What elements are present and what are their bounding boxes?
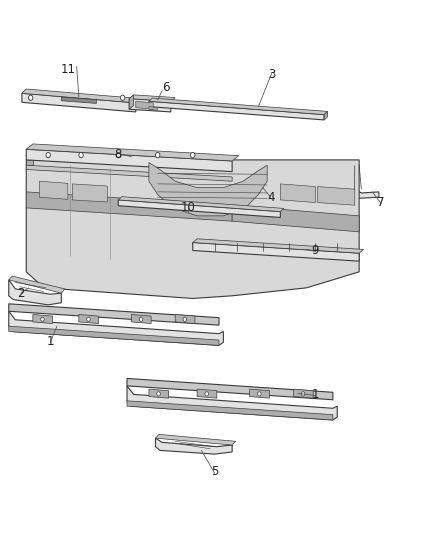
Polygon shape [193, 239, 364, 253]
Polygon shape [127, 386, 337, 420]
Polygon shape [127, 378, 333, 400]
Polygon shape [26, 160, 359, 298]
Polygon shape [118, 197, 284, 212]
Polygon shape [149, 163, 267, 216]
Polygon shape [127, 401, 333, 420]
Text: 4: 4 [268, 191, 276, 204]
Polygon shape [9, 326, 219, 345]
Circle shape [120, 95, 125, 100]
Text: 7: 7 [377, 196, 385, 209]
Circle shape [301, 392, 305, 396]
Text: 1: 1 [311, 388, 319, 401]
Polygon shape [333, 185, 336, 193]
Polygon shape [193, 243, 359, 261]
Circle shape [205, 392, 208, 396]
Polygon shape [318, 187, 355, 205]
Polygon shape [136, 101, 153, 109]
Text: 8: 8 [115, 148, 122, 161]
Polygon shape [22, 93, 136, 112]
Circle shape [28, 95, 33, 100]
Polygon shape [350, 160, 357, 163]
Circle shape [157, 392, 160, 396]
Polygon shape [26, 160, 33, 165]
Polygon shape [155, 434, 236, 445]
Polygon shape [26, 149, 232, 172]
Polygon shape [350, 163, 379, 198]
Polygon shape [9, 304, 219, 325]
Text: 10: 10 [181, 201, 196, 214]
Polygon shape [129, 95, 175, 101]
Polygon shape [26, 144, 239, 161]
Polygon shape [129, 99, 171, 112]
Polygon shape [175, 314, 195, 324]
Text: 3: 3 [268, 68, 275, 81]
Circle shape [191, 152, 195, 158]
Polygon shape [149, 101, 324, 120]
Polygon shape [149, 389, 169, 398]
Circle shape [46, 152, 50, 158]
Polygon shape [79, 314, 99, 324]
Polygon shape [26, 165, 232, 181]
Polygon shape [129, 95, 134, 109]
Polygon shape [324, 111, 328, 120]
Circle shape [139, 317, 143, 321]
Polygon shape [131, 314, 151, 324]
Polygon shape [39, 181, 68, 199]
Polygon shape [118, 200, 280, 217]
Polygon shape [199, 181, 333, 193]
Polygon shape [232, 205, 359, 232]
Polygon shape [250, 389, 269, 398]
Polygon shape [9, 280, 61, 305]
Polygon shape [293, 389, 313, 398]
Text: 1: 1 [46, 335, 54, 348]
Polygon shape [280, 184, 315, 203]
Polygon shape [33, 314, 53, 324]
Text: 6: 6 [162, 82, 170, 94]
Circle shape [41, 317, 44, 321]
Polygon shape [199, 178, 203, 186]
Polygon shape [61, 97, 96, 103]
Polygon shape [149, 98, 328, 115]
Polygon shape [9, 311, 223, 345]
Text: 9: 9 [311, 244, 319, 257]
Text: 5: 5 [211, 465, 218, 478]
Polygon shape [199, 178, 336, 188]
Text: 11: 11 [60, 63, 75, 76]
Polygon shape [197, 389, 217, 398]
Polygon shape [149, 107, 158, 110]
Circle shape [258, 392, 261, 396]
Polygon shape [9, 276, 65, 293]
Polygon shape [155, 438, 232, 454]
Circle shape [79, 152, 83, 158]
Circle shape [116, 152, 120, 158]
Circle shape [155, 152, 160, 158]
Circle shape [183, 317, 187, 321]
Text: 2: 2 [17, 287, 25, 300]
Polygon shape [26, 192, 232, 221]
Circle shape [87, 317, 90, 321]
Polygon shape [72, 184, 107, 202]
Polygon shape [22, 89, 140, 103]
